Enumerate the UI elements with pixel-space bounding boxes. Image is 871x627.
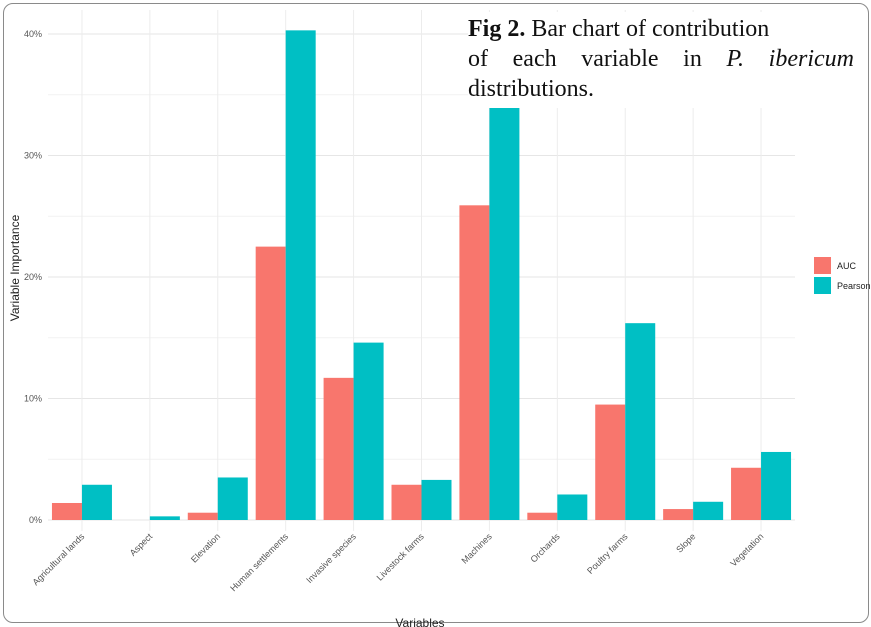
x-tick-label: Orchards	[528, 531, 562, 565]
bar-pearson	[421, 479, 452, 520]
caption-line3: distributions.	[468, 76, 595, 102]
caption-line1: Bar chart of contribution	[531, 16, 770, 42]
bar-auc	[391, 484, 422, 520]
caption-line2: of each variable in	[468, 46, 702, 72]
x-tick-label: Invasive species	[304, 531, 358, 585]
legend-key-pearson	[814, 277, 831, 294]
x-tick-label: Agricultural lands	[30, 531, 86, 587]
legend-label-auc: AUC	[837, 261, 857, 271]
bar-pearson	[81, 484, 112, 520]
caption-species: P. ibericum	[726, 46, 854, 72]
x-axis-ticks: Agricultural lands Aspect Elevation Human s…	[30, 531, 765, 593]
y-tick-label: 20%	[24, 272, 42, 282]
legend-key-auc	[814, 257, 831, 274]
bar-auc	[595, 404, 626, 520]
y-axis-ticks: 0% 10% 20% 30% 40%	[24, 29, 42, 525]
bar-auc	[187, 512, 218, 520]
bar-pearson	[625, 323, 656, 520]
x-tick-label: Human settlements	[228, 531, 290, 593]
bar-pearson	[149, 516, 180, 520]
x-tick-label: Machines	[460, 531, 495, 566]
y-tick-label: 30%	[24, 151, 42, 161]
bar-auc	[459, 205, 490, 520]
bar-auc	[527, 512, 558, 520]
legend: AUC Pearson	[814, 257, 871, 294]
x-tick-label: Livestock farms	[375, 531, 427, 583]
bar-auc	[731, 467, 762, 520]
y-axis-label: Variable Importance	[8, 214, 22, 321]
bars	[51, 30, 792, 520]
bar-auc	[663, 509, 694, 520]
x-tick-label: Vegetation	[728, 531, 765, 568]
x-axis-label: Variables	[395, 616, 444, 627]
bar-pearson	[217, 477, 248, 520]
bar-pearson	[557, 494, 588, 520]
bar-auc	[323, 377, 354, 520]
x-tick-label: Elevation	[189, 531, 222, 564]
bar-pearson	[285, 30, 316, 520]
caption-fig-label: Fig 2.	[468, 16, 526, 42]
x-tick-label: Slope	[674, 531, 697, 554]
bar-auc	[255, 246, 286, 520]
bar-pearson	[489, 105, 520, 520]
legend-label-pearson: Pearson	[837, 281, 871, 291]
x-tick-label: Aspect	[128, 531, 155, 558]
figure-caption: Fig 2. Bar chart of contribution of each…	[468, 12, 854, 108]
bar-auc	[51, 502, 82, 520]
bar-pearson	[761, 451, 792, 520]
y-tick-label: 40%	[24, 29, 42, 39]
y-tick-label: 0%	[29, 515, 42, 525]
bar-pearson	[353, 342, 384, 520]
y-tick-label: 10%	[24, 394, 42, 404]
bar-pearson	[693, 501, 724, 520]
figure-frame	[3, 3, 869, 623]
x-tick-label: Poultry farms	[585, 531, 630, 576]
